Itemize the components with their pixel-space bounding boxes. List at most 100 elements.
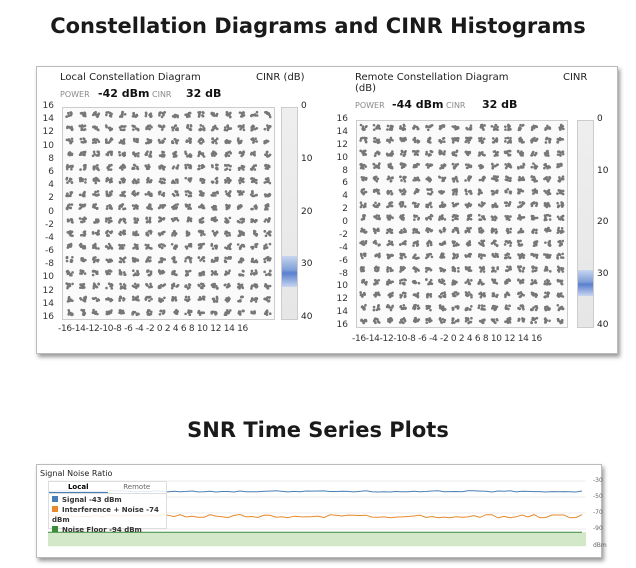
histogram-tick: 0	[597, 114, 603, 124]
symbol-cluster	[236, 282, 245, 290]
y-tick-label: -2	[339, 229, 348, 240]
symbol-cluster	[438, 149, 446, 156]
remote-title: Remote Constellation Diagram (dB)	[355, 72, 508, 94]
symbol-cluster	[210, 176, 219, 185]
symbol-cluster	[80, 230, 87, 237]
symbol-cluster	[210, 163, 219, 171]
symbol-cluster	[133, 217, 140, 224]
symbol-cluster	[197, 203, 206, 210]
symbol-cluster	[144, 150, 153, 158]
symbol-cluster	[144, 163, 151, 171]
symbol-cluster	[517, 227, 525, 234]
symbol-cluster	[359, 266, 366, 273]
symbol-cluster	[477, 213, 486, 221]
symbol-cluster	[78, 150, 87, 157]
symbol-cluster	[236, 217, 246, 224]
y-tick-label: 12	[336, 139, 348, 150]
symbol-cluster	[425, 176, 433, 183]
symbol-cluster	[426, 239, 433, 247]
symbol-cluster	[224, 216, 232, 224]
symbol-cluster	[544, 239, 552, 247]
symbol-cluster	[92, 163, 100, 172]
symbol-cluster	[399, 162, 407, 170]
symbol-cluster	[490, 239, 499, 248]
symbol-cluster	[118, 138, 126, 145]
symbol-cluster	[398, 227, 407, 235]
symbol-cluster	[438, 201, 447, 209]
symbol-cluster	[263, 309, 272, 316]
symbol-cluster	[91, 137, 101, 144]
symbol-cluster	[543, 162, 552, 170]
symbol-cluster	[65, 176, 74, 184]
symbol-cluster	[131, 310, 140, 317]
snr-legend: Local Remote Signal -43 dBm Interference…	[48, 481, 167, 534]
symbol-cluster	[412, 124, 420, 131]
symbol-cluster	[249, 189, 258, 198]
symbol-cluster	[451, 240, 460, 248]
symbol-cluster	[425, 278, 434, 286]
symbol-cluster	[66, 230, 74, 238]
symbol-cluster	[543, 201, 551, 209]
legend-floor-label: Noise Floor -94 dBm	[62, 526, 142, 534]
symbol-cluster	[145, 229, 153, 237]
symbol-cluster	[92, 282, 101, 290]
symbol-cluster	[158, 257, 167, 264]
symbol-cluster	[264, 110, 272, 119]
symbol-cluster	[118, 229, 127, 237]
symbol-cluster	[65, 191, 74, 198]
symbol-cluster	[184, 309, 193, 317]
symbol-cluster	[184, 283, 192, 290]
y-tick-label: 16	[336, 114, 348, 124]
symbol-cluster	[197, 150, 206, 158]
symbol-cluster	[184, 111, 192, 119]
symbol-cluster	[556, 214, 565, 221]
symbol-cluster	[249, 269, 258, 276]
symbol-cluster	[412, 292, 420, 299]
tab-remote[interactable]: Remote	[123, 483, 151, 491]
symbol-cluster	[530, 136, 539, 144]
symbol-cluster	[425, 201, 433, 209]
remote-cinr-header: CINR	[563, 72, 588, 83]
y-tick-label: 10	[42, 272, 54, 283]
symbol-cluster	[171, 113, 179, 119]
symbol-cluster	[185, 137, 192, 145]
symbol-cluster	[184, 269, 192, 277]
symbol-cluster	[516, 239, 524, 247]
symbol-cluster	[413, 188, 420, 195]
tab-local[interactable]: Local	[49, 482, 108, 493]
remote-power: -44 dBm	[392, 98, 444, 111]
y-tick-label: 14	[336, 307, 348, 318]
symbol-cluster	[197, 242, 206, 250]
y-tick-label: 4	[342, 191, 348, 202]
y-tick-label: 14	[42, 114, 54, 125]
symbol-cluster	[465, 124, 473, 131]
symbol-cluster	[172, 150, 178, 158]
symbol-cluster	[399, 213, 405, 221]
symbol-cluster	[105, 203, 113, 210]
symbol-cluster	[412, 253, 420, 260]
symbol-cluster	[105, 269, 113, 276]
symbol-cluster	[425, 292, 433, 299]
symbol-cluster	[197, 295, 206, 301]
symbol-cluster	[451, 291, 460, 298]
symbol-cluster	[249, 110, 259, 118]
symbol-cluster	[131, 203, 139, 210]
symbol-cluster	[490, 215, 498, 222]
symbol-cluster	[359, 252, 367, 260]
symbol-cluster	[503, 136, 513, 144]
symbol-cluster	[438, 240, 447, 246]
y-tick-label: -30	[593, 477, 603, 484]
symbol-cluster	[373, 214, 381, 221]
symbol-cluster	[465, 240, 472, 247]
local-cinr-label: CINR	[152, 90, 172, 99]
symbol-cluster	[210, 310, 218, 316]
symbol-cluster	[360, 175, 368, 182]
y-tick-label: 2	[48, 193, 54, 204]
y-tick-label: -4	[45, 232, 54, 243]
symbol-cluster	[386, 253, 395, 260]
symbol-cluster	[543, 278, 552, 286]
symbol-cluster	[504, 278, 512, 285]
symbol-cluster	[145, 282, 153, 289]
symbol-cluster	[210, 269, 219, 276]
symbol-cluster	[105, 309, 113, 316]
